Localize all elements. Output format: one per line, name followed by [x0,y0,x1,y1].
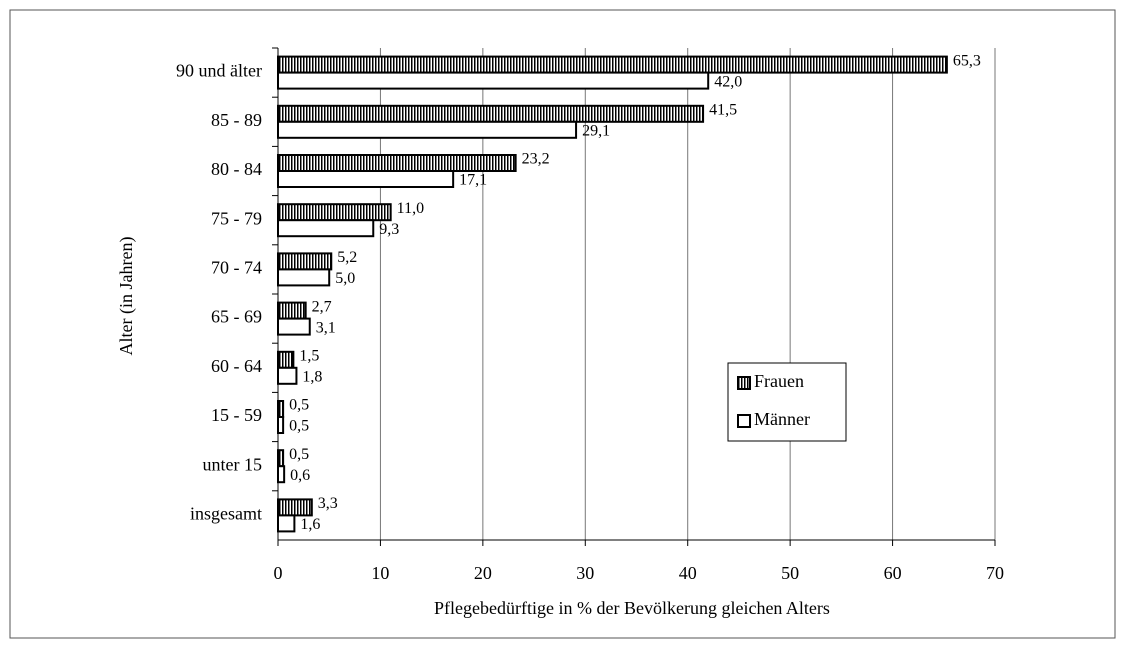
value-label: 17,1 [459,172,487,189]
value-label: 65,3 [953,52,981,69]
y-tick-label: insgesamt [190,504,262,524]
x-tick-label: 70 [986,563,1004,583]
y-tick-label: 15 - 59 [211,405,262,425]
x-tick-label: 60 [884,563,902,583]
x-tick-label: 50 [781,563,799,583]
value-label: 1,5 [299,347,319,364]
y-tick-label: 75 - 79 [211,208,262,228]
legend-label: Männer [754,409,810,429]
y-tick-label: 65 - 69 [211,307,262,327]
bar [277,350,295,369]
value-label: 1,8 [302,368,322,385]
value-label: 5,2 [337,249,357,266]
x-tick-label: 0 [274,563,283,583]
bar [277,252,333,271]
value-label: 3,3 [318,495,338,512]
value-label: 0,5 [289,397,309,414]
y-tick-label: unter 15 [203,454,262,474]
y-axis-title: Alter (in Jahren) [116,237,137,356]
bar [277,203,392,222]
value-label: 5,0 [335,270,355,287]
value-label: 41,5 [709,101,737,118]
value-label: 3,1 [316,319,336,336]
y-tick-label: 85 - 89 [211,110,262,130]
y-tick-label: 90 und älter [176,61,262,81]
bar [277,55,948,74]
value-label: 9,3 [379,221,399,238]
x-axis-title: Pflegebedürftige in % der Bevölkerung gl… [434,598,830,618]
bar [277,400,285,418]
bar [277,268,331,287]
bar [277,154,517,172]
frame [9,9,1116,639]
y-tick-label: 60 - 64 [211,356,262,376]
bar [277,104,705,123]
value-label: 11,0 [397,200,424,217]
bar [277,301,307,320]
x-tick-label: 10 [371,563,389,583]
bar [277,498,313,517]
x-tick-label: 20 [474,563,492,583]
bar [277,465,286,484]
legend-swatch [737,376,751,390]
bar [277,170,455,188]
bar [277,366,298,385]
legend-swatch [737,414,751,428]
y-tick-label: 70 - 74 [211,258,262,278]
value-label: 0,5 [289,446,309,463]
bar [277,317,311,336]
bar [277,514,296,533]
bar [277,120,578,139]
value-label: 23,2 [522,151,550,168]
bar [277,219,375,238]
x-tick-label: 30 [576,563,594,583]
value-label: 42,0 [714,73,742,90]
value-label: 29,1 [582,122,610,139]
y-tick-label: 80 - 84 [211,159,262,179]
bar [277,449,285,468]
legend-label: Frauen [754,371,804,391]
value-label: 0,5 [289,418,309,435]
value-label: 2,7 [312,298,332,315]
bar [277,416,285,434]
x-tick-label: 40 [679,563,697,583]
value-label: 1,6 [300,516,320,533]
bar [277,71,710,90]
value-label: 0,6 [290,467,310,484]
